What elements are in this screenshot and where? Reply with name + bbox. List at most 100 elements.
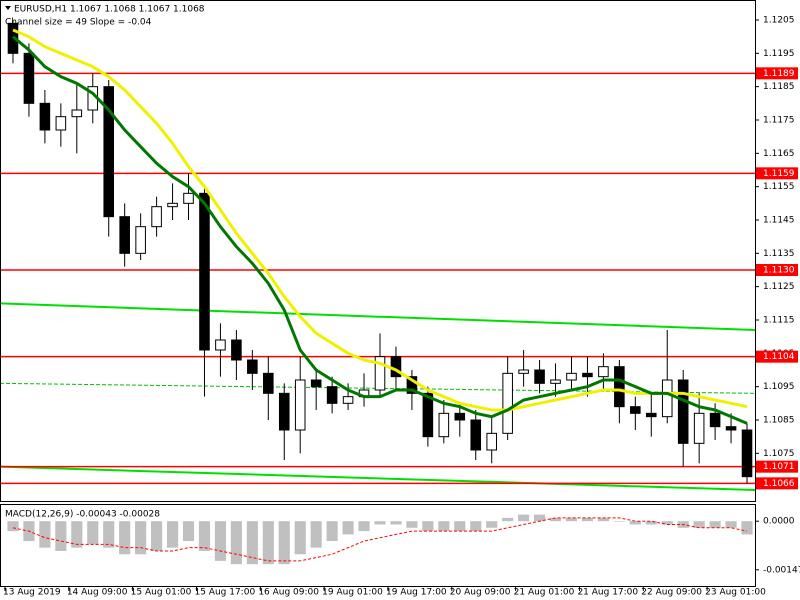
candle-body	[23, 52, 35, 104]
level-label-box	[756, 477, 798, 490]
macd-bar	[629, 521, 641, 525]
candle-body	[151, 206, 162, 228]
y-tick-label: 1.1085	[763, 416, 795, 426]
macd-bar	[709, 521, 721, 528]
candle-body	[470, 419, 482, 451]
candle-body	[278, 392, 290, 431]
macd-bar	[741, 521, 753, 535]
macd-bar	[438, 521, 450, 532]
y-tick-label: 1.1195	[763, 49, 795, 59]
macd-frame	[0, 504, 756, 587]
candle-body	[119, 216, 130, 254]
macd-bar	[422, 521, 434, 532]
x-tick-label: 19 Aug 17:00	[386, 588, 447, 598]
y-tick-label: 1.1185	[763, 82, 795, 92]
moving-average	[12, 35, 748, 425]
macd-bar	[661, 521, 673, 525]
y-tick-label: 1.1165	[763, 149, 795, 159]
candle-body	[661, 379, 673, 418]
candle-body	[71, 109, 83, 118]
candle-body	[199, 192, 210, 351]
macd-bar	[645, 521, 657, 525]
level-label-box	[756, 460, 798, 473]
candle-body	[247, 359, 258, 374]
macd-bar	[214, 521, 227, 561]
candle-body	[534, 369, 545, 384]
macd-bar	[693, 521, 705, 528]
level-label-box	[756, 264, 798, 276]
candle-body	[39, 102, 51, 131]
trend-line	[0, 302, 756, 331]
level-label: 1.1159	[763, 169, 795, 179]
macd-bar	[262, 521, 274, 565]
macd-bar	[454, 521, 466, 532]
y-tick-label: 1.1145	[763, 216, 795, 226]
macd-bar	[342, 521, 354, 535]
macd-bar	[470, 521, 482, 532]
macd-bar	[7, 521, 19, 532]
macd-bar	[310, 521, 322, 548]
candle-body	[294, 379, 306, 431]
candle-body	[263, 372, 274, 394]
candle-body	[454, 412, 466, 421]
candle-body	[438, 412, 450, 438]
macd-bar	[518, 514, 530, 522]
macd-bar	[326, 521, 338, 542]
macd-bar	[135, 521, 147, 555]
x-tick-label: 21 Aug 17:00	[577, 588, 638, 598]
candle-body	[310, 379, 322, 388]
level-label: 1.1071	[763, 462, 795, 472]
y-tick-label: 1.1115	[763, 316, 795, 326]
x-tick-label: 23 Aug 01:00	[705, 588, 766, 598]
macd-bar	[565, 517, 578, 522]
candle-body	[677, 379, 689, 444]
candle-body	[630, 406, 641, 414]
macd-title: MACD(12,26,9) -0.00043 -0.00028	[5, 510, 160, 520]
chart-title: EURUSD,H1 1.1067 1.1068 1.1067 1.1068	[14, 5, 205, 15]
trend-line	[0, 465, 756, 491]
y-tick-label: 0.0000	[763, 517, 795, 527]
candle-body	[502, 372, 513, 434]
y-tick-label: -0.00147	[763, 565, 800, 575]
y-tick-label: 1.1125	[763, 282, 795, 292]
candle-body	[614, 366, 625, 408]
macd-bar	[103, 521, 115, 548]
signal-line	[12, 517, 748, 562]
level-label-box	[756, 350, 798, 363]
x-tick-label: 16 Aug 09:00	[258, 588, 319, 598]
candle-body	[135, 226, 146, 254]
macd-bar	[246, 521, 258, 565]
macd-bar	[71, 521, 83, 548]
candle-body	[582, 372, 593, 378]
macd-bar	[119, 521, 131, 555]
x-tick-label: 22 Aug 09:00	[641, 588, 702, 598]
x-tick-label: 19 Aug 01:00	[322, 588, 383, 598]
candle-body	[231, 339, 242, 361]
level-label-box	[756, 67, 798, 80]
plot-layer: 1.1205 1.1195 1.1185 1.1175 1.1165 1.1155 1.11…	[0, 16, 800, 598]
level-label: 1.1189	[763, 69, 795, 79]
x-tick-label: 21 Aug 01:00	[514, 588, 575, 598]
macd-bar	[294, 521, 306, 555]
y-tick-label: 1.1075	[763, 449, 795, 459]
macd-bar	[182, 521, 195, 542]
candle-body	[566, 372, 577, 381]
macd-bar	[549, 517, 562, 522]
candle-body	[167, 202, 178, 208]
macd-bar	[486, 521, 498, 528]
macd-bar	[55, 521, 67, 551]
x-tick-label: 14 Aug 09:00	[67, 588, 128, 598]
candle-body	[598, 366, 609, 378]
x-tick-label: 15 Aug 17:00	[194, 588, 255, 598]
candle-body	[645, 412, 657, 418]
macd-bar	[198, 521, 211, 551]
candle-body	[725, 426, 737, 431]
macd-bar	[278, 521, 290, 565]
macd-bar	[374, 521, 386, 525]
title-icon	[5, 6, 11, 10]
level-label: 1.1066	[763, 479, 795, 489]
macd-bar	[166, 521, 179, 548]
x-tick-label: 13 Aug 2019	[3, 588, 61, 598]
macd-bar	[725, 521, 737, 528]
